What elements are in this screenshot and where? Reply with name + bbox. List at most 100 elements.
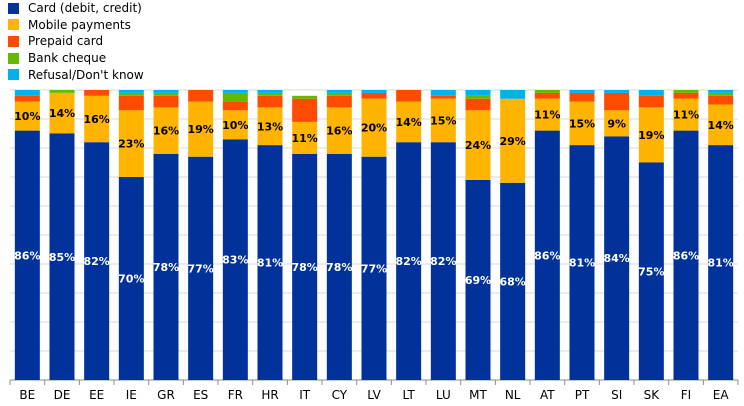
bar-segment-card: [673, 130, 699, 380]
bar-segment-card: [188, 156, 214, 380]
bar-segment-refusal: [361, 90, 387, 93]
data-label-card: 81%: [707, 257, 733, 270]
bar-segment-card: [84, 142, 110, 380]
legend-item-bank-cheque: Bank cheque: [8, 50, 144, 67]
bar-segment-mobile-payments: [257, 107, 283, 146]
data-label-mobile-payments: 16%: [153, 125, 179, 138]
data-label-card: 81%: [257, 257, 283, 270]
bar-segment-mobile-payments: [49, 92, 75, 134]
data-label-card: 78%: [153, 261, 179, 274]
data-label-mobile-payments: 29%: [499, 135, 525, 148]
data-label-mobile-payments: 13%: [257, 120, 283, 133]
data-label-card: 86%: [14, 249, 40, 262]
bar-segment-prepaid-card: [673, 92, 699, 99]
bar-segment-mobile-payments: [361, 98, 387, 157]
bar-segment-mobile-payments: [465, 110, 491, 180]
x-tick-label: CY: [332, 388, 348, 402]
bar-segment-prepaid-card: [188, 90, 214, 102]
bar-segment-mobile-payments: [604, 110, 630, 137]
bar-segment-prepaid-card: [326, 95, 352, 108]
bar-segment-card: [118, 177, 144, 380]
x-tick-label: NL: [505, 388, 521, 402]
legend-swatch-bank-cheque: [8, 52, 19, 64]
data-label-card: 68%: [499, 275, 525, 288]
bar-segment-bank-cheque: [153, 92, 179, 96]
bar-segment-prepaid-card: [118, 95, 144, 111]
x-tick-label: ES: [193, 388, 208, 402]
legend-swatch-refusal: [8, 69, 19, 81]
x-tick-label: MT: [469, 388, 487, 402]
data-label-card: 78%: [291, 261, 317, 274]
bar-segment-card: [708, 145, 734, 380]
bar-segment-prepaid-card: [84, 90, 110, 96]
bar-segment-bank-cheque: [534, 90, 560, 93]
data-label-card: 85%: [49, 251, 75, 264]
x-tick-label: GR: [157, 388, 175, 402]
legend-label-refusal: Refusal/Don't know: [28, 67, 144, 82]
x-tick-label: EE: [89, 388, 104, 402]
data-label-mobile-payments: 14%: [49, 107, 75, 120]
legend-item-card: Card (debit, credit): [8, 0, 144, 17]
bar-segment-card: [361, 156, 387, 380]
bar-segment-mobile-payments: [396, 101, 422, 143]
legend-item-mobile-payments: Mobile payments: [8, 17, 144, 34]
bar-segment-prepaid-card: [153, 95, 179, 108]
data-label-card: 78%: [326, 261, 352, 274]
bar-segment-prepaid-card: [604, 92, 630, 111]
bar-segment-mobile-payments: [534, 98, 560, 131]
x-tick-label: SI: [611, 388, 622, 402]
bar-segment-mobile-payments: [292, 121, 318, 154]
bar-segment-refusal: [638, 90, 664, 96]
bar-segment-card: [465, 179, 491, 380]
bar-segment-refusal: [604, 90, 630, 93]
bar-segment-prepaid-card: [569, 92, 595, 102]
data-label-card: 86%: [673, 249, 699, 262]
data-label-mobile-payments: 15%: [569, 117, 595, 130]
data-label-mobile-payments: 10%: [14, 110, 40, 123]
legend-label-bank-cheque: Bank cheque: [28, 51, 107, 66]
legend-item-refusal: Refusal/Don't know: [8, 66, 144, 83]
bar-segment-bank-cheque: [257, 92, 283, 96]
data-label-card: 84%: [603, 252, 629, 265]
x-tick-label: LU: [436, 388, 451, 402]
bar-segment-mobile-payments: [153, 107, 179, 154]
bar-segment-card: [49, 133, 75, 380]
legend-label-mobile-payments: Mobile payments: [28, 17, 131, 32]
bar-segment-bank-cheque: [326, 92, 352, 96]
data-label-mobile-payments: 9%: [607, 117, 626, 130]
data-label-card: 82%: [430, 255, 456, 268]
bar-segment-prepaid-card: [14, 95, 40, 102]
x-tick-label: LV: [367, 388, 381, 402]
data-label-mobile-payments: 20%: [361, 122, 387, 135]
bar-segment-prepaid-card: [708, 95, 734, 105]
bar-segment-bank-cheque: [708, 92, 734, 96]
legend: Card (debit, credit) Mobile payments Pre…: [8, 0, 144, 83]
bar-segment-refusal: [569, 90, 595, 93]
bar-segment-card: [14, 130, 40, 380]
bar-segment-card: [326, 153, 352, 380]
data-label-card: 75%: [638, 265, 664, 278]
bar-segment-card: [430, 142, 456, 380]
bar-segment-refusal: [14, 90, 40, 96]
bar-segment-card: [153, 153, 179, 380]
bar-segment-mobile-payments: [118, 110, 144, 177]
bar-segment-card: [257, 145, 283, 380]
data-label-card: 83%: [222, 254, 248, 267]
bar-segment-mobile-payments: [500, 98, 526, 183]
data-label-card: 82%: [83, 255, 109, 268]
bar-segment-card: [500, 182, 526, 380]
x-tick-label: BE: [19, 388, 35, 402]
bar-segment-mobile-payments: [84, 95, 110, 143]
legend-swatch-mobile-payments: [8, 19, 19, 31]
data-label-card: 77%: [361, 262, 387, 275]
data-label-mobile-payments: 23%: [118, 138, 144, 151]
data-label-mobile-payments: 16%: [326, 125, 352, 138]
data-label-mobile-payments: 14%: [707, 119, 733, 132]
bar-segment-prepaid-card: [396, 90, 422, 102]
data-label-mobile-payments: 15%: [430, 114, 456, 127]
bar-segment-refusal: [465, 90, 491, 96]
legend-swatch-card: [8, 2, 19, 14]
bar-segment-prepaid-card: [465, 98, 491, 111]
data-label-mobile-payments: 19%: [638, 129, 664, 142]
